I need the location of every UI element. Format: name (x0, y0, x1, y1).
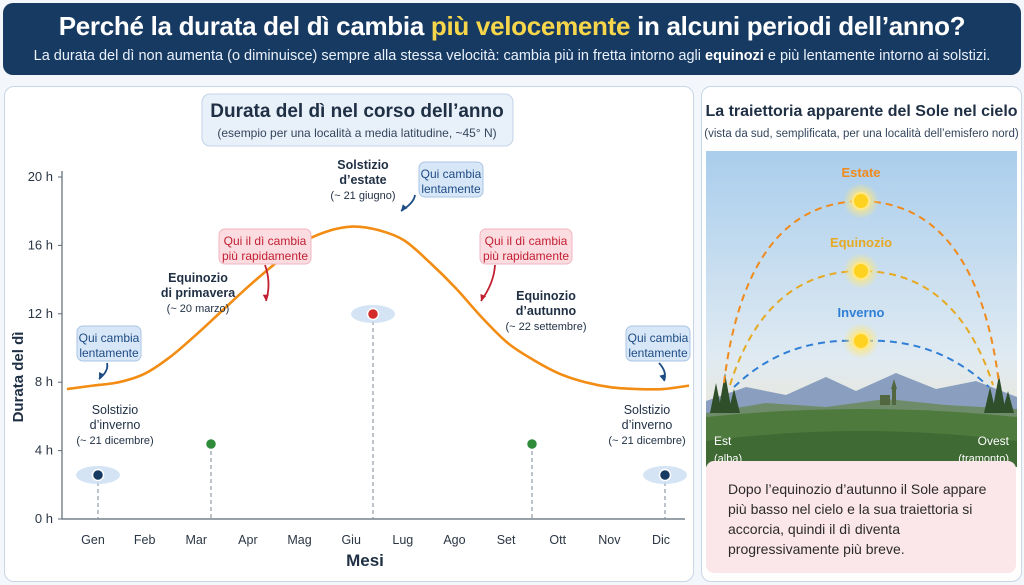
slow-note-right-box (625, 325, 691, 362)
daylength-curve (66, 225, 690, 391)
y-axis-label: Durata del dì (10, 332, 27, 423)
label-spring-equinox: Equinozio (168, 271, 228, 285)
x-tick-label: Lug (392, 533, 413, 547)
x-tick-label: Mag (287, 533, 311, 547)
daylength-chart: Durata del dì nel corso dell’anno (esemp… (10, 93, 691, 570)
village (880, 379, 897, 405)
sun-path-0 (723, 199, 1000, 384)
sun-path-panel: La traiettoria apparente del Sole nel ci… (701, 86, 1022, 582)
sun-path-1 (729, 269, 994, 386)
label-spring-equinox: (~ 20 marzo) (167, 303, 230, 315)
x-tick-label: Nov (598, 533, 621, 547)
sun-path-label: Equinozio (830, 235, 892, 250)
trees-left (710, 373, 740, 413)
sun-icon (852, 192, 870, 210)
label-autumn-equinox: Equinozio (516, 289, 576, 303)
east-label: Est (714, 434, 732, 448)
fast-note-left-text: più rapidamente (222, 249, 308, 263)
slow-note-top-text: Qui cambia (421, 167, 482, 181)
annotation-arrow (658, 362, 666, 382)
marker-point (525, 437, 539, 451)
annotation-arrowhead (480, 294, 487, 301)
page-subtitle: La durata del dì non aumenta (o diminuis… (33, 48, 991, 64)
slow-note-right-text: lentamente (628, 346, 688, 360)
sun-path-2 (733, 339, 990, 388)
chart-title-box: Durata del dì nel corso dell’anno (esemp… (201, 93, 514, 147)
slow-note-right-text: Qui cambia (628, 331, 689, 345)
slow-note-left-box (76, 325, 142, 362)
y-tick-label: 20 h (28, 169, 53, 184)
x-tick-label: Feb (134, 533, 156, 547)
sun-path-title: La traiettoria apparente del Sole nel ci… (705, 103, 1018, 120)
chart-panel: Durata del dì nel corso dell’anno (esemp… (4, 86, 694, 582)
annotation-arrowhead (262, 294, 269, 301)
label-spring-equinox: di primavera (161, 286, 236, 300)
x-tick-label: Giu (341, 533, 361, 547)
label-winter-solstice-right: (~ 21 dicembre) (608, 435, 685, 447)
y-tick-label: 16 h (28, 237, 53, 252)
label-autumn-equinox: d’autunno (516, 304, 577, 318)
label-autumn-equinox: (~ 22 settembre) (505, 321, 586, 333)
sun-path-label: Inverno (838, 305, 885, 320)
fast-note-right-text: più rapidamente (483, 249, 569, 263)
sun-icon (852, 332, 870, 350)
chart-title: Durata del dì nel corso dell’anno (210, 101, 504, 122)
label-winter-solstice-left: d’inverno (90, 418, 141, 432)
label-winter-solstice-right: d’inverno (622, 418, 673, 432)
slow-note-left-text: Qui cambia (79, 331, 140, 345)
sun-path-label: Estate (841, 165, 880, 180)
x-tick-label: Apr (238, 533, 257, 547)
explanation-note: Dopo l’equinozio d’autunno il Sole appar… (706, 461, 1016, 573)
label-summer-solstice: (~ 21 giugno) (330, 190, 395, 202)
x-tick-label: Ott (549, 533, 566, 547)
slow-note-left-text: lentamente (79, 346, 139, 360)
x-tick-label: Set (497, 533, 516, 547)
slow-note-top-box (418, 161, 484, 198)
y-tick-label: 0 h (35, 511, 53, 526)
ground-front (706, 431, 1017, 467)
annotation-arrowhead (659, 374, 666, 381)
marker-point (91, 468, 105, 482)
fast-note-left-box (218, 228, 312, 265)
label-summer-solstice: d’estate (339, 173, 386, 187)
header-banner: Perché la durata del dì cambia più veloc… (3, 3, 1021, 75)
x-tick-label: Gen (81, 533, 105, 547)
x-tick-label: Ago (443, 533, 465, 547)
y-tick-label: 4 h (35, 443, 53, 458)
annotation-arrowhead (99, 372, 105, 379)
page-title: Perché la durata del dì cambia più veloc… (58, 11, 966, 41)
explanation-text: Dopo l’equinozio d’autunno il Sole appar… (728, 481, 987, 557)
x-tick-label: Dic (652, 533, 670, 547)
slow-note-top-text: lentamente (421, 182, 481, 196)
marker-point (204, 437, 218, 451)
fast-note-right-text: Qui il dì cambia (485, 234, 568, 248)
y-tick-label: 8 h (35, 374, 53, 389)
sun-path-subtitle: (vista da sud, semplificata, per una loc… (704, 128, 1019, 140)
y-tick-label: 12 h (28, 306, 53, 321)
label-winter-solstice-right: Solstizio (624, 403, 671, 417)
west-label: Ovest (978, 434, 1010, 448)
fast-note-right-box (479, 228, 573, 265)
annotation-arrowhead (401, 204, 408, 211)
label-winter-solstice-left: Solstizio (92, 403, 139, 417)
x-axis-label: Mesi (346, 551, 384, 570)
label-winter-solstice-left: (~ 21 dicembre) (76, 435, 153, 447)
sun-icon (852, 262, 870, 280)
label-summer-solstice: Solstizio (337, 158, 389, 172)
x-tick-label: Mar (186, 533, 208, 547)
trees-right (984, 375, 1014, 413)
marker-point (658, 468, 672, 482)
chart-subtitle: (esempio per una località a media latitu… (217, 126, 496, 140)
marker-point (366, 307, 380, 321)
fast-note-left-text: Qui il dì cambia (224, 234, 307, 248)
